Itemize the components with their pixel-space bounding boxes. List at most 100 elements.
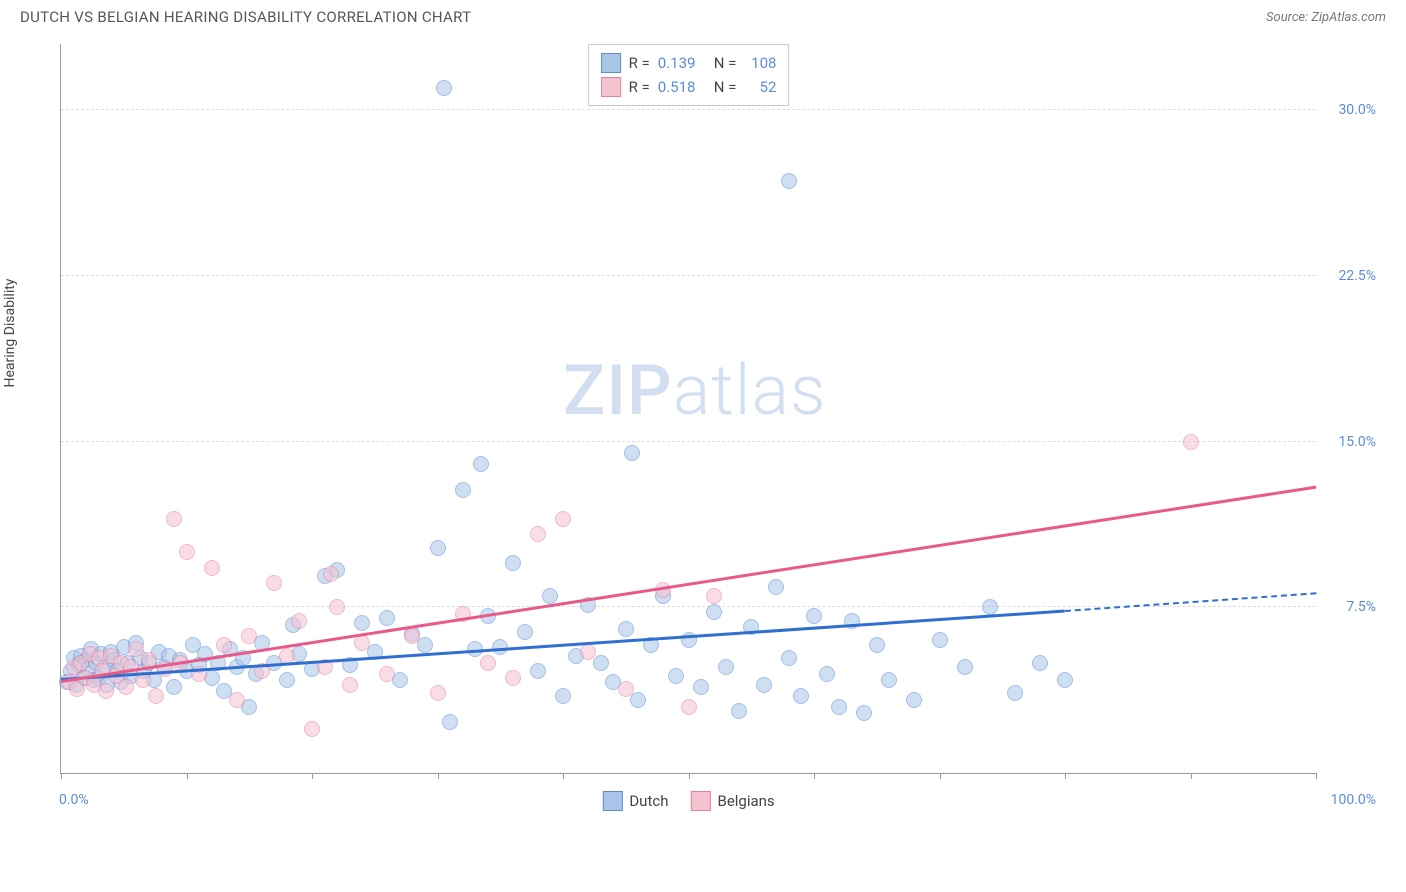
gridline	[61, 441, 1316, 442]
scatter-point	[869, 637, 885, 653]
scatter-point	[530, 526, 546, 542]
scatter-point	[505, 555, 521, 571]
scatter-point	[216, 637, 232, 653]
legend-r-label: R =	[629, 51, 650, 75]
scatter-point	[436, 80, 452, 96]
scatter-point	[118, 679, 134, 695]
scatter-point	[204, 560, 220, 576]
legend-swatch	[601, 77, 621, 97]
scatter-point	[430, 540, 446, 556]
scatter-point	[781, 173, 797, 189]
scatter-point	[731, 703, 747, 719]
x-tick	[940, 773, 941, 779]
scatter-point	[291, 613, 307, 629]
scatter-point	[630, 692, 646, 708]
x-tick-label: 0.0%	[59, 792, 89, 808]
scatter-point	[442, 714, 458, 730]
scatter-point	[279, 672, 295, 688]
scatter-point	[480, 655, 496, 671]
legend-label: Dutch	[629, 792, 668, 810]
scatter-point	[618, 681, 634, 697]
scatter-point	[455, 482, 471, 498]
scatter-point	[831, 699, 847, 715]
scatter-point	[982, 599, 998, 615]
scatter-point	[379, 666, 395, 682]
legend-n-label: N =	[714, 51, 737, 75]
x-tick	[1191, 773, 1192, 779]
scatter-point	[793, 688, 809, 704]
legend-row: R =0.518N =52	[601, 75, 777, 99]
scatter-point	[781, 650, 797, 666]
scatter-point	[555, 688, 571, 704]
scatter-point	[756, 677, 772, 693]
scatter-point	[768, 579, 784, 595]
gridline	[61, 109, 1316, 110]
scatter-point	[806, 608, 822, 624]
gridline	[61, 275, 1316, 276]
legend-r-value: 0.139	[658, 51, 706, 75]
scatter-point	[542, 588, 558, 604]
scatter-point	[668, 668, 684, 684]
legend-swatch	[690, 791, 710, 811]
legend-swatch	[601, 53, 621, 73]
scatter-point	[179, 544, 195, 560]
scatter-point	[517, 624, 533, 640]
scatter-point	[354, 635, 370, 651]
scatter-point	[323, 566, 339, 582]
x-tick	[563, 773, 564, 779]
trend-line	[61, 486, 1316, 683]
x-tick	[689, 773, 690, 779]
legend-label: Belgians	[717, 792, 774, 810]
source-label: Source: ZipAtlas.com	[1266, 10, 1386, 25]
legend-n-label: N =	[714, 75, 737, 99]
scatter-point	[229, 692, 245, 708]
scatter-point	[718, 659, 734, 675]
y-tick-label: 22.5%	[1338, 268, 1376, 284]
scatter-point	[593, 655, 609, 671]
scatter-point	[354, 615, 370, 631]
scatter-point	[379, 610, 395, 626]
y-axis-label: Hearing Disability	[2, 279, 18, 388]
scatter-point	[819, 666, 835, 682]
x-tick	[187, 773, 188, 779]
trend-line-dashed	[1065, 592, 1316, 612]
scatter-point	[618, 621, 634, 637]
watermark-atlas: atlas	[673, 350, 827, 432]
scatter-point	[241, 628, 257, 644]
scatter-point	[166, 511, 182, 527]
x-tick	[1065, 773, 1066, 779]
correlation-legend: R = 0.139 N = 108R =0.518N =52	[588, 44, 790, 106]
scatter-point	[693, 679, 709, 695]
scatter-point	[957, 659, 973, 675]
legend-item: Belgians	[690, 791, 774, 811]
chart-title: DUTCH VS BELGIAN HEARING DISABILITY CORR…	[20, 8, 471, 26]
x-tick	[814, 773, 815, 779]
scatter-point	[342, 677, 358, 693]
scatter-point	[580, 644, 596, 660]
scatter-point	[329, 599, 345, 615]
legend-r-label: R =	[629, 75, 650, 99]
scatter-point	[98, 683, 114, 699]
scatter-point	[932, 632, 948, 648]
x-tick	[312, 773, 313, 779]
scatter-point	[681, 699, 697, 715]
scatter-point	[148, 688, 164, 704]
legend-n-value: 108	[744, 51, 776, 75]
plot-area: ZIPatlas R =0.139N =108R =0.518N =52 Dut…	[60, 44, 1316, 774]
watermark-zip: ZIP	[563, 350, 673, 432]
scatter-point	[1183, 434, 1199, 450]
x-tick-label: 100.0%	[1331, 792, 1376, 808]
scatter-point	[1032, 655, 1048, 671]
scatter-point	[404, 628, 420, 644]
scatter-point	[473, 456, 489, 472]
chart-container: Hearing Disability ZIPatlas R =0.139N =1…	[50, 34, 1386, 834]
scatter-point	[166, 679, 182, 695]
y-tick-label: 30.0%	[1338, 102, 1376, 118]
scatter-point	[505, 670, 521, 686]
y-tick-label: 7.5%	[1346, 599, 1376, 615]
scatter-point	[1057, 672, 1073, 688]
scatter-point	[881, 672, 897, 688]
watermark: ZIPatlas	[563, 350, 827, 432]
series-legend: Dutch Belgians	[602, 791, 774, 811]
scatter-point	[1007, 685, 1023, 701]
